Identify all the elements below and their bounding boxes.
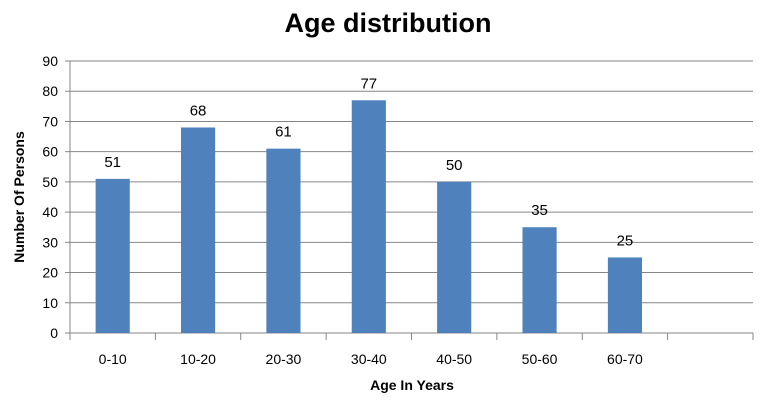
y-tick-label: 20 [42,265,58,281]
data-label: 50 [446,157,463,174]
data-labels: 51 68 61 77 50 35 25 [104,75,633,249]
y-tick-label: 80 [42,83,58,99]
x-tick-label: 30-40 [351,351,387,367]
bar-20-30 [266,148,301,333]
data-label: 77 [360,75,377,92]
x-tick-label: 0-10 [99,351,127,367]
chart-title: Age distribution [285,8,492,38]
y-tick-label: 90 [42,53,58,69]
bars [95,100,643,334]
data-label: 25 [617,232,634,249]
y-tick-label: 50 [42,174,58,190]
data-label: 51 [104,154,121,171]
bar-40-50 [437,181,472,333]
y-axis-label: Number Of Persons [11,131,27,263]
x-tick-label: 60-70 [607,351,643,367]
y-tick-label: 60 [42,144,58,160]
bar-30-40 [351,100,386,334]
bar-60-70 [607,257,643,333]
data-label: 61 [275,124,292,141]
x-tick-label: 10-20 [180,351,216,367]
x-tick-label: 50-60 [522,351,558,367]
gridlines [65,60,754,340]
bar-10-20 [180,127,216,333]
y-tick-labels: 0 10 20 30 40 50 60 70 80 90 [42,53,58,341]
bar-50-60 [522,227,557,333]
bar-0-10 [95,178,130,333]
x-tick-labels: 0-10 10-20 20-30 30-40 40-50 50-60 60-70 [99,351,643,367]
x-tick-label: 40-50 [436,351,472,367]
data-label: 68 [190,102,207,119]
x-axis-label: Age In Years [370,377,454,393]
y-tick-label: 10 [42,295,58,311]
y-tick-label: 0 [50,325,58,341]
y-tick-label: 40 [42,204,58,220]
y-tick-label: 70 [42,113,58,129]
y-tick-label: 30 [42,234,58,250]
data-label: 35 [531,202,548,219]
x-tick-label: 20-30 [266,351,302,367]
